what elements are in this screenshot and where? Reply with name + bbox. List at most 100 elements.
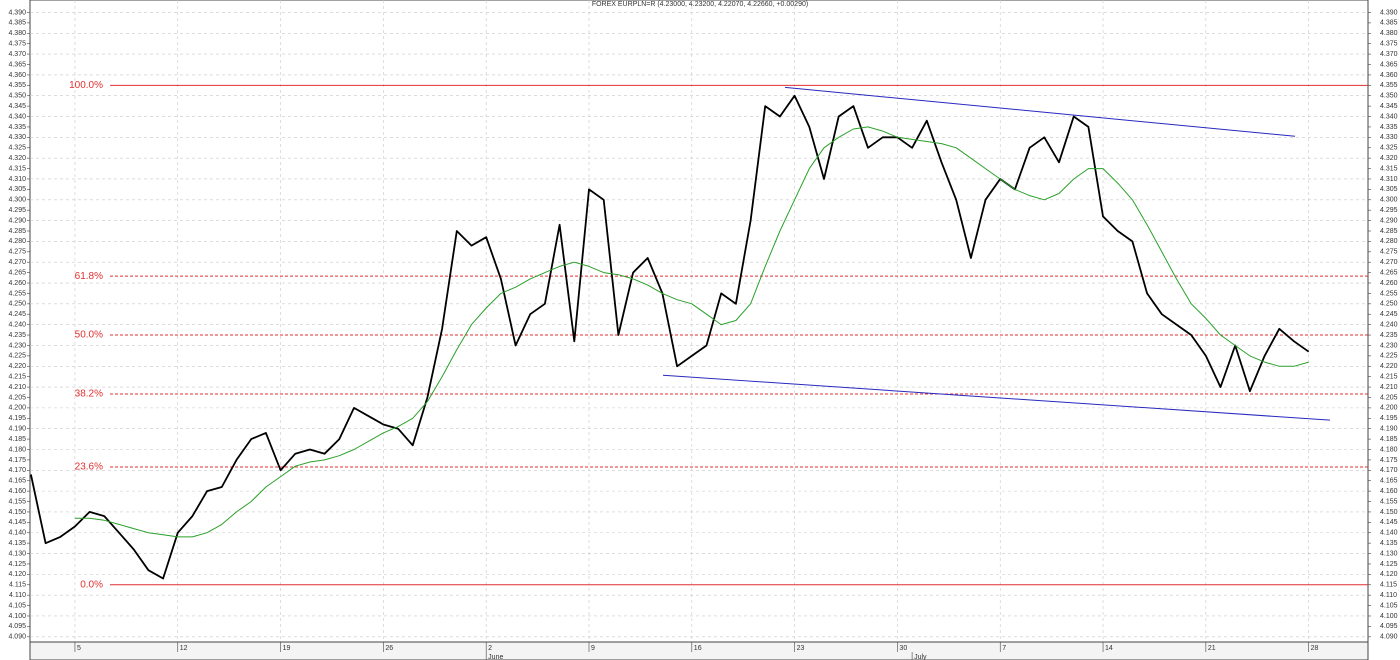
chart-title: FOREX EURPLN=R (4.23000, 4.23200, 4.2207… [592, 1, 808, 8]
y-tick-label: 4.290 [8, 217, 26, 224]
y-tick-label: 4.175 [8, 457, 26, 464]
y-tick-label: 4.140 [1380, 530, 1398, 537]
y-tick-label: 4.390 [8, 9, 26, 16]
y-tick-label: 4.225 [8, 353, 26, 360]
y-tick-label: 4.115 [1380, 582, 1397, 589]
y-tick-label: 4.095 [1380, 623, 1398, 630]
y-tick-label: 4.255 [1380, 290, 1398, 297]
y-tick-label: 4.320 [1380, 155, 1398, 162]
y-tick-label: 4.150 [8, 509, 26, 516]
y-tick-label: 4.390 [1380, 9, 1398, 16]
y-tick-label: 4.310 [8, 176, 26, 183]
y-tick-label: 4.260 [8, 280, 26, 287]
y-tick-label: 4.345 [1380, 103, 1398, 110]
y-tick-label: 4.250 [8, 301, 26, 308]
y-tick-label: 4.345 [8, 103, 26, 110]
y-tick-label: 4.215 [8, 374, 26, 381]
y-tick-label: 4.180 [1380, 446, 1398, 453]
fib-label: 38.2% [75, 389, 103, 400]
x-tick-label: 26 [385, 645, 393, 652]
y-tick-label: 4.280 [8, 238, 26, 245]
x-tick-label: 21 [1208, 645, 1216, 652]
x-tick-label: 19 [283, 645, 291, 652]
y-tick-label: 4.135 [8, 540, 26, 547]
y-tick-label: 4.330 [8, 134, 26, 141]
y-tick-label: 4.220 [1380, 363, 1398, 370]
y-tick-label: 4.190 [8, 426, 26, 433]
y-tick-label: 4.370 [8, 51, 26, 58]
y-tick-label: 4.300 [1380, 197, 1398, 204]
fib-label: 61.8% [75, 271, 103, 282]
y-tick-label: 4.335 [1380, 124, 1398, 131]
y-tick-label: 4.230 [8, 342, 26, 349]
y-tick-label: 4.110 [1380, 592, 1397, 599]
y-tick-label: 4.355 [8, 82, 26, 89]
y-tick-label: 4.095 [8, 623, 26, 630]
x-tick-label: 7 [1002, 645, 1006, 652]
y-tick-label: 4.200 [1380, 405, 1398, 412]
y-tick-label: 4.260 [1380, 280, 1398, 287]
y-tick-label: 4.155 [8, 498, 26, 505]
y-tick-label: 4.125 [8, 561, 26, 568]
x-tick-label: 12 [180, 645, 188, 652]
y-tick-label: 4.195 [1380, 415, 1398, 422]
x-axis-strip [29, 641, 1369, 660]
y-tick-label: 4.100 [1380, 613, 1398, 620]
y-tick-label: 4.245 [1380, 311, 1398, 318]
y-tick-label: 4.210 [1380, 384, 1398, 391]
y-tick-label: 4.105 [1380, 602, 1398, 609]
y-tick-label: 4.090 [8, 634, 26, 641]
y-tick-label: 4.365 [8, 61, 26, 68]
x-tick-label: 2 [488, 645, 492, 652]
month-label: July [914, 654, 927, 660]
y-tick-label: 4.360 [1380, 72, 1398, 79]
y-tick-label: 4.190 [1380, 426, 1398, 433]
y-tick-label: 4.385 [1380, 20, 1398, 27]
y-tick-label: 4.265 [1380, 269, 1398, 276]
y-tick-label: 4.360 [8, 72, 26, 79]
y-tick-label: 4.130 [8, 550, 26, 557]
y-tick-label: 4.125 [1380, 561, 1398, 568]
y-tick-label: 4.295 [1380, 207, 1398, 214]
y-tick-label: 4.160 [8, 488, 26, 495]
fib-label: 50.0% [75, 330, 103, 341]
y-tick-label: 4.370 [1380, 51, 1398, 58]
y-tick-label: 4.090 [1380, 634, 1398, 641]
y-tick-label: 4.325 [1380, 145, 1398, 152]
y-tick-label: 4.375 [1380, 41, 1398, 48]
y-tick-label: 4.375 [8, 41, 26, 48]
y-tick-label: 4.220 [8, 363, 26, 370]
y-tick-label: 4.235 [8, 332, 26, 339]
y-tick-label: 4.315 [8, 165, 26, 172]
y-tick-label: 4.380 [1380, 30, 1398, 37]
y-tick-label: 4.270 [8, 259, 26, 266]
y-tick-label: 4.215 [1380, 374, 1398, 381]
y-tick-label: 4.180 [8, 446, 26, 453]
y-tick-label: 4.110 [9, 592, 26, 599]
x-tick-label: 5 [77, 645, 81, 652]
y-tick-label: 4.185 [1380, 436, 1398, 443]
y-tick-label: 4.120 [8, 571, 26, 578]
y-tick-label: 4.285 [1380, 228, 1398, 235]
y-tick-label: 4.320 [8, 155, 26, 162]
y-tick-label: 4.200 [8, 405, 26, 412]
y-tick-label: 4.310 [1380, 176, 1398, 183]
y-tick-label: 4.205 [8, 394, 26, 401]
y-tick-label: 4.205 [1380, 394, 1398, 401]
y-tick-label: 4.100 [8, 613, 26, 620]
x-tick-label: 30 [899, 645, 907, 652]
y-tick-label: 4.380 [8, 30, 26, 37]
y-tick-label: 4.300 [8, 197, 26, 204]
y-tick-label: 4.210 [8, 384, 26, 391]
y-tick-label: 4.145 [1380, 519, 1398, 526]
trendline [662, 374, 1330, 421]
y-tick-label: 4.230 [1380, 342, 1398, 349]
y-tick-label: 4.290 [1380, 217, 1398, 224]
y-tick-label: 4.185 [8, 436, 26, 443]
y-tick-label: 4.275 [8, 249, 26, 256]
y-tick-label: 4.285 [8, 228, 26, 235]
y-tick-label: 4.330 [1380, 134, 1398, 141]
y-tick-label: 4.165 [1380, 478, 1398, 485]
y-tick-label: 4.225 [1380, 353, 1398, 360]
